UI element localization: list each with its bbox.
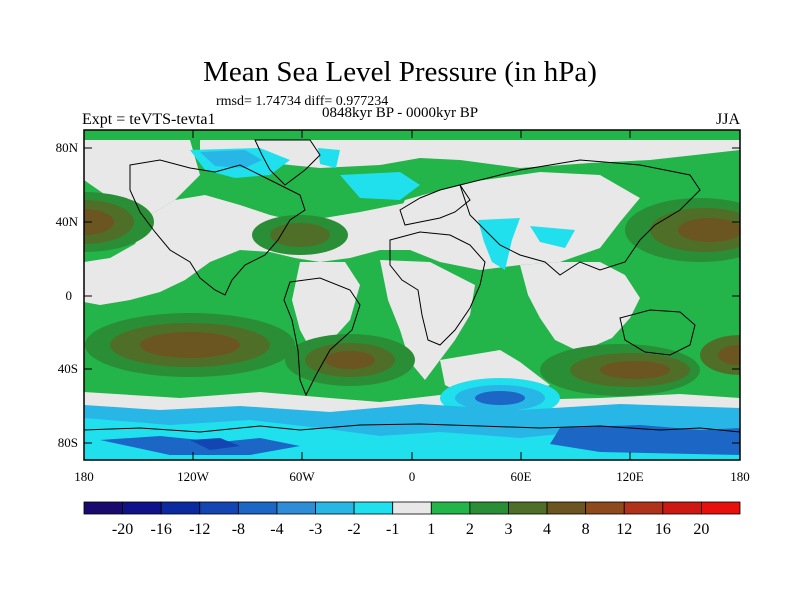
time-period: 0848kyr BP - 0000kyr BP (322, 105, 479, 121)
low-north-atlantic-small (318, 148, 340, 168)
colorbar-label: 4 (543, 521, 551, 538)
colorbar-swatch (199, 501, 239, 515)
neutral-region-indian-ocean (520, 262, 640, 352)
colorbar-swatch (623, 501, 664, 515)
colorbar-label: -4 (270, 521, 283, 538)
colorbar-swatch (430, 501, 471, 515)
neutral-region-americas-atlantic (84, 195, 430, 305)
colorbar-swatch (701, 501, 741, 515)
coast-europe (399, 184, 471, 226)
colorbar-swatch (392, 501, 432, 515)
coastlines (84, 139, 740, 433)
lat-label-40n: 40N (56, 214, 79, 229)
lon-label-60w: 60W (289, 469, 315, 484)
lon-labels: 180 120W 60W 0 60E 120E 180 (74, 469, 750, 484)
lon-label-180e: 180 (730, 469, 750, 484)
colorbar-swatch (662, 501, 702, 515)
colorbar-swatch (160, 501, 201, 515)
high-north-pacific-east-inner (678, 218, 740, 242)
coast-greenland (254, 139, 321, 186)
colorbar-label: 8 (582, 521, 590, 538)
colorbar-label: -8 (232, 521, 245, 538)
colorbar-label: 16 (655, 521, 671, 538)
coast-south-america (283, 277, 361, 397)
coast-australia (619, 309, 696, 356)
low-south-atlantic-inner (475, 391, 525, 405)
lon-tick-marks (192, 130, 631, 460)
colorbar-swatch (315, 501, 355, 515)
high-south-pacific-inner (140, 332, 240, 358)
high-south-indian-inner (600, 361, 670, 379)
high-north-pacific-west-inner (84, 209, 114, 235)
lat-labels: 80N 40N 0 40S 80S (56, 140, 79, 450)
colorbar-swatch (353, 501, 394, 515)
lon-label-60e: 60E (511, 469, 532, 484)
colorbar-label: 3 (504, 521, 512, 538)
low-greenland-core (200, 150, 262, 168)
lon-label-120w: 120W (177, 469, 210, 484)
neutral-region-south-america (292, 262, 360, 352)
lon-label-180w: 180 (74, 469, 94, 484)
low-barents (340, 172, 420, 200)
colorbar-swatch (508, 501, 548, 515)
high-north-atlantic-core (270, 223, 330, 247)
colorbar-swatch (83, 501, 123, 515)
rmsd-diff-stats: rmsd= 1.74734 diff= 0.977234 (216, 94, 389, 109)
low-central-asia (530, 226, 575, 248)
lat-label-80s: 80S (58, 435, 78, 450)
colorbar: -20 -16 -12 -8 -4 -3 -2 -1 1 2 3 4 8 12 16 20 (83, 501, 741, 538)
colorbar-label: -3 (309, 521, 322, 538)
low-antarctic-west-blue (190, 438, 240, 450)
season-label: JJA (716, 111, 741, 128)
colorbar-label: -2 (347, 521, 360, 538)
colorbar-label: 1 (427, 521, 435, 538)
lon-label-120e: 120E (616, 469, 644, 484)
high-australia-east-inner (718, 345, 740, 365)
map-title: Mean Sea Level Pressure (in hPa) (203, 56, 597, 88)
colorbar-label: -20 (112, 521, 133, 538)
colorbar-swatch (276, 501, 316, 515)
neutral-region-africa (380, 260, 475, 380)
colorbar-swatch (122, 501, 162, 515)
low-antarctic-blue (100, 436, 300, 455)
coast-asia (459, 159, 701, 276)
coast-north-america (129, 159, 306, 296)
low-antarctic-east-blue (550, 425, 740, 455)
colorbar-swatch (546, 501, 587, 515)
colorbar-label: 2 (466, 521, 474, 538)
colorbar-label: 12 (616, 521, 632, 538)
colorbar-swatch (585, 501, 625, 515)
lat-tick-marks (84, 147, 740, 444)
pressure-field (84, 130, 740, 460)
colorbar-label: -1 (386, 521, 399, 538)
high-south-atlantic-inner (325, 351, 375, 369)
lon-label-0: 0 (409, 469, 416, 484)
coast-africa (389, 231, 486, 346)
colorbar-label: -16 (151, 521, 172, 538)
colorbar-label: 20 (693, 521, 709, 538)
experiment-label: Expt = teVTS-tevta1 (82, 111, 216, 128)
colorbar-label: -12 (189, 521, 210, 538)
colorbar-swatch (237, 501, 278, 515)
lat-label-80n: 80N (56, 140, 79, 155)
lat-label-0: 0 (66, 288, 73, 303)
colorbar-swatch (469, 501, 509, 515)
coast-antarctica (84, 423, 740, 433)
lat-label-40s: 40S (58, 361, 78, 376)
